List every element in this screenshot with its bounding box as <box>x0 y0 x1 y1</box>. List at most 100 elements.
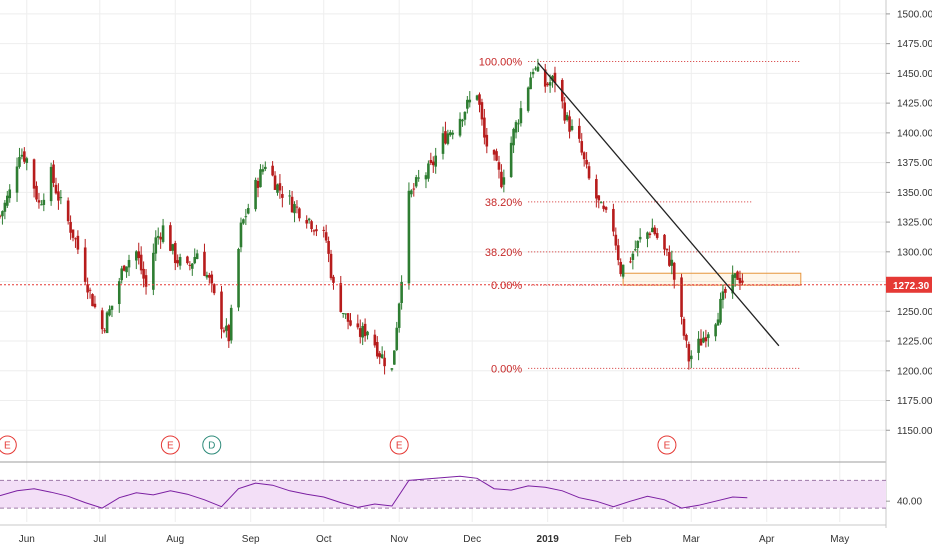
candle-body <box>176 260 179 264</box>
price-tick-label: 1150.00 <box>897 426 932 437</box>
candle-body <box>614 234 618 246</box>
event-marker-circle <box>160 435 180 455</box>
fib-level-label: 0.00% <box>491 363 522 375</box>
candle-body <box>256 180 260 188</box>
candle-body <box>495 151 498 161</box>
candle-body <box>719 298 722 323</box>
candle-body <box>244 216 248 218</box>
candle-body <box>329 253 333 279</box>
candle-body <box>602 205 605 209</box>
candle-body <box>380 354 384 358</box>
candle-body <box>682 318 686 336</box>
candle-body <box>451 132 455 135</box>
candle-body <box>23 151 26 162</box>
candle-body <box>32 159 36 189</box>
rsi-pane[interactable]: 40.00 <box>0 475 922 509</box>
rsi-line <box>0 475 748 509</box>
candle-body <box>225 325 228 331</box>
trendline[interactable] <box>537 62 780 347</box>
candle-body <box>122 265 126 271</box>
candle-body <box>59 197 63 199</box>
candle-body <box>324 232 328 241</box>
candle-body <box>553 72 557 84</box>
candle-body <box>91 294 94 307</box>
earnings-marker[interactable]: E <box>0 435 17 455</box>
candle-body <box>680 277 683 317</box>
candle-body <box>699 338 703 346</box>
candle-body <box>310 221 313 230</box>
candle-body <box>220 291 223 330</box>
candle-body <box>393 350 396 365</box>
candle-body <box>276 184 279 193</box>
candle-body <box>120 268 124 281</box>
candle-body <box>298 208 301 219</box>
candle-body <box>281 194 284 198</box>
candle-body <box>478 94 481 105</box>
event-marker-circle <box>0 435 17 455</box>
candle-body <box>327 240 330 254</box>
candle-body <box>20 154 24 157</box>
candle-body <box>139 254 143 271</box>
earnings-marker[interactable]: E <box>389 435 409 455</box>
zone-rectangle[interactable] <box>622 272 802 286</box>
candle-body <box>71 229 75 238</box>
price-tick-label: 1500.00 <box>897 9 932 20</box>
candle-body <box>687 344 691 362</box>
candle-body <box>341 313 345 315</box>
time-tick-label: Aug <box>166 534 184 545</box>
earnings-marker[interactable]: E <box>657 435 677 455</box>
candle-body <box>500 171 503 188</box>
rsi-tick-label: 40.00 <box>897 497 922 508</box>
candle-body <box>383 357 386 367</box>
candle-body <box>578 125 581 139</box>
earnings-marker[interactable]: E <box>160 435 180 455</box>
candle-body <box>517 123 520 125</box>
candle-body <box>514 122 518 133</box>
candle-body <box>597 195 601 201</box>
candle-body <box>414 177 418 187</box>
downtrend-line[interactable] <box>537 62 780 347</box>
event-marker-letter: E <box>396 441 403 452</box>
candle-body <box>254 179 257 210</box>
candle-body <box>407 190 411 284</box>
candle-body <box>169 225 172 251</box>
candle-body <box>395 327 399 350</box>
candle-body <box>665 248 669 251</box>
candle-body <box>629 261 632 263</box>
candle-body <box>400 281 403 304</box>
fib-level-label: 38.20% <box>485 197 523 209</box>
candle-body <box>159 236 162 240</box>
support-zone[interactable] <box>622 272 802 286</box>
candle-body <box>54 184 58 194</box>
candle-body <box>83 247 87 282</box>
candle-body <box>332 276 335 283</box>
dividend-marker[interactable]: D <box>202 435 222 455</box>
fib-level-label: 100.00% <box>479 56 523 68</box>
candle-body <box>100 310 104 330</box>
time-tick-label: 2019 <box>537 534 560 545</box>
candle-body <box>570 125 574 131</box>
candle-body <box>110 305 114 310</box>
candle-body <box>127 259 131 268</box>
candle-body <box>417 177 420 179</box>
candle-body <box>616 245 620 261</box>
candle-body <box>246 208 250 214</box>
candle-body <box>375 341 379 357</box>
candle-body <box>237 248 240 308</box>
candle-body <box>434 155 437 167</box>
candle-body <box>738 277 742 284</box>
last-price-label: 1272.30 <box>893 281 930 292</box>
candle-body <box>587 166 591 179</box>
candle-body <box>724 288 727 293</box>
candle-body <box>103 330 106 332</box>
candle-body <box>648 233 652 236</box>
candle-body <box>736 271 739 280</box>
candle-body <box>672 262 676 280</box>
candle-body <box>704 337 708 342</box>
candle-body <box>424 175 428 180</box>
candle-body <box>431 161 435 166</box>
candle-body <box>144 275 148 287</box>
